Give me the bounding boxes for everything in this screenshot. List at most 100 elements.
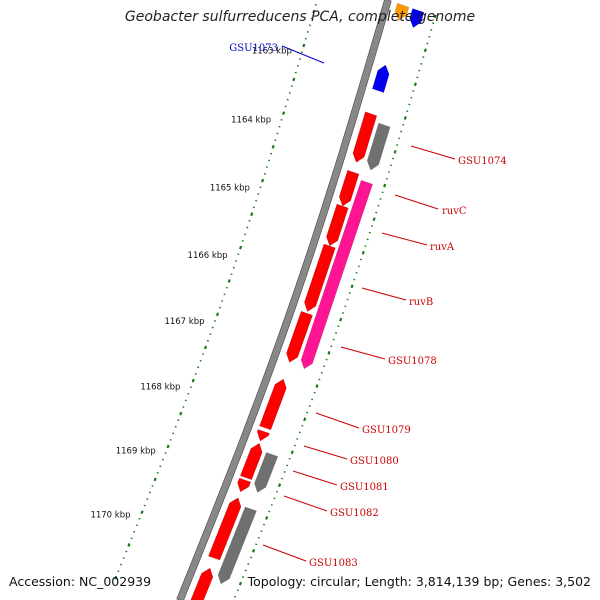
minor-tick	[410, 96, 413, 99]
gsu1078-feature	[286, 310, 313, 363]
scale-label: 1169 kbp	[116, 447, 156, 457]
gene-label: GSU1082	[330, 508, 379, 519]
gsu1082-grey-feature	[217, 506, 257, 585]
gsu1073-feature	[372, 64, 390, 93]
ruvab-pink-feature	[300, 179, 373, 370]
major-tick	[312, 9, 316, 14]
minor-tick	[194, 372, 197, 375]
minor-tick	[310, 17, 313, 20]
scale-label: 1168 kbp	[140, 382, 180, 392]
gene-label: GSU1074	[458, 156, 507, 167]
major-tick	[250, 212, 254, 217]
minor-tick	[148, 491, 152, 494]
leader-line	[262, 544, 307, 562]
major-tick	[315, 384, 319, 388]
gsu1080-grey-feature	[254, 452, 279, 493]
major-tick	[361, 250, 365, 255]
leader-line	[292, 470, 338, 486]
major-tick	[292, 77, 296, 82]
gene-label: ruvB	[409, 297, 433, 308]
gsu1080-feature	[239, 442, 263, 481]
outer-tick-ring	[114, 3, 317, 580]
major-tick	[277, 483, 282, 488]
minor-tick	[249, 556, 253, 559]
major-tick	[239, 245, 243, 250]
major-tick	[166, 444, 170, 449]
scale-label: 1164 kbp	[231, 116, 271, 126]
major-tick	[372, 217, 376, 222]
major-tick	[413, 82, 417, 87]
minor-tick	[199, 359, 202, 362]
genome-backbone	[176, 0, 392, 600]
major-tick	[227, 279, 231, 283]
minor-tick	[172, 432, 175, 435]
gene-label: GSU1079	[362, 425, 411, 436]
leader-line	[340, 346, 386, 360]
minor-tick	[353, 278, 356, 281]
gene-label: GSU1080	[350, 456, 399, 467]
minor-tick	[296, 64, 299, 67]
ruva-feature	[326, 203, 349, 247]
major-tick	[252, 548, 256, 553]
minor-tick	[211, 326, 214, 329]
minor-tick	[280, 118, 283, 121]
major-tick	[290, 450, 294, 455]
minor-tick	[151, 484, 154, 487]
major-tick	[350, 284, 354, 289]
scale-label: 1167 kbp	[164, 317, 204, 327]
leader-line	[381, 232, 428, 246]
major-tick	[327, 351, 331, 355]
minor-tick	[396, 144, 399, 147]
minor-tick	[412, 89, 415, 92]
major-tick	[339, 317, 343, 322]
minor-tick	[311, 398, 314, 401]
major-tick	[393, 149, 397, 154]
gene-label: GSU1078	[388, 356, 437, 367]
minor-tick	[288, 91, 291, 94]
gene-label: GSU1083	[309, 558, 358, 569]
major-tick	[261, 178, 265, 183]
accession-text: Accession: NC_002939	[9, 574, 152, 589]
map-title: Geobacter sulfurreducens PCA, complete g…	[124, 9, 476, 25]
leader-line	[361, 287, 407, 301]
minor-tick	[284, 105, 287, 108]
gsu1079b-feature	[256, 429, 270, 442]
major-tick	[383, 183, 387, 188]
gsu1079-feature	[259, 378, 287, 431]
gene-label: ruvC	[442, 206, 467, 217]
minor-tick	[334, 332, 338, 334]
backbone-band	[176, 0, 392, 600]
scale-label: 1170 kbp	[90, 510, 130, 520]
major-tick	[127, 543, 131, 547]
major-tick	[153, 477, 157, 482]
leader-line	[410, 145, 456, 160]
major-tick	[423, 48, 427, 53]
minor-tick	[416, 76, 419, 79]
major-tick	[114, 575, 118, 580]
leader-line	[394, 194, 439, 210]
ruvc-feature	[338, 169, 360, 207]
major-tick	[238, 581, 243, 586]
minor-tick	[223, 293, 226, 296]
minor-tick	[135, 524, 138, 527]
minor-tick	[263, 172, 266, 175]
minor-tick	[370, 224, 374, 227]
minor-tick	[330, 345, 333, 348]
gsu1083-feature	[190, 567, 214, 600]
minor-tick	[237, 253, 240, 256]
minor-tick	[432, 22, 435, 25]
gsu1082-feature	[208, 497, 242, 561]
major-tick	[282, 111, 286, 116]
inner-tick-ring	[234, 14, 437, 598]
minor-tick	[298, 58, 301, 61]
major-tick	[191, 378, 195, 383]
topology-text: Topology: circular; Length: 3,814,139 bp…	[247, 574, 591, 589]
leader-line	[283, 495, 328, 512]
major-tick	[271, 145, 275, 149]
gsu1072-feature	[409, 8, 425, 28]
minor-tick	[209, 333, 212, 336]
major-tick	[265, 516, 269, 520]
minor-tick	[259, 186, 262, 189]
scale-label: 1166 kbp	[188, 251, 228, 261]
